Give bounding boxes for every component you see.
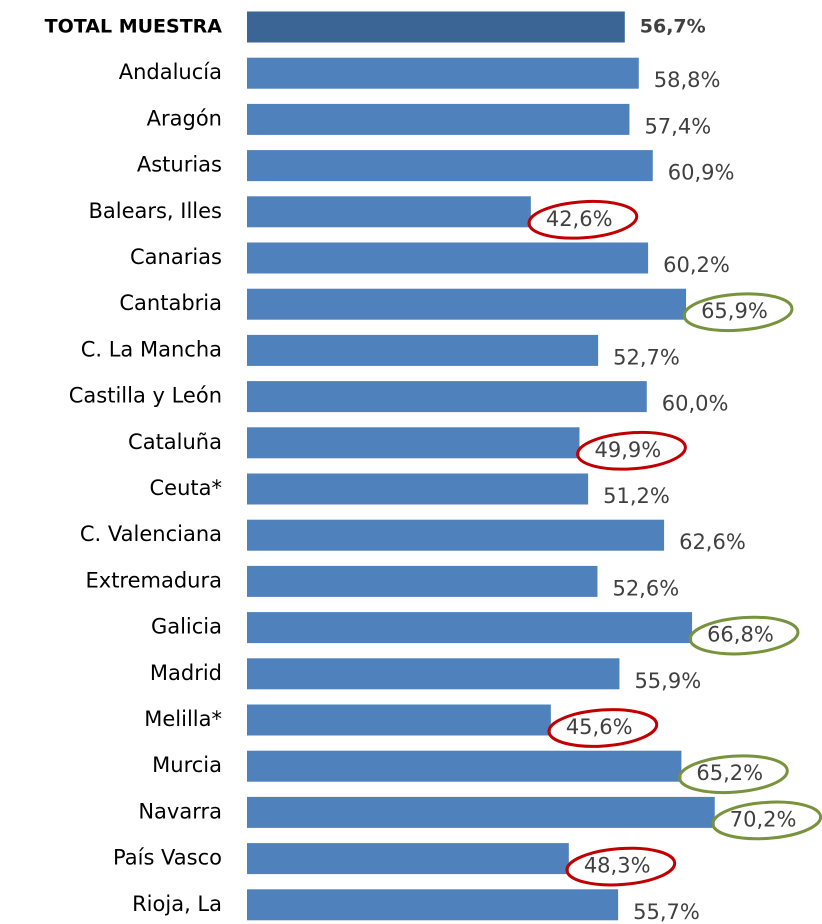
highlight-circle	[576, 430, 687, 471]
category-label: País Vasco	[113, 846, 222, 870]
value-label: 49,9%	[594, 438, 661, 462]
highlight-circle	[682, 292, 794, 333]
bar	[247, 288, 687, 320]
value-label: 60,2%	[663, 253, 730, 277]
value-label: 60,0%	[662, 392, 729, 416]
category-label: Andalucía	[119, 60, 222, 84]
category-label: Galicia	[151, 615, 222, 639]
category-label: Castilla y León	[69, 384, 222, 408]
category-label: TOTAL MUESTRA	[45, 16, 223, 38]
bar	[247, 658, 620, 690]
category-label: Cataluña	[128, 430, 222, 454]
category-label: C. Valenciana	[80, 522, 222, 546]
highlight-circle	[565, 846, 677, 887]
category-label: Cantabria	[119, 291, 222, 315]
bar	[247, 334, 599, 366]
highlight-circle	[527, 199, 639, 240]
category-label: Aragón	[147, 106, 222, 130]
value-label: 52,7%	[613, 345, 680, 369]
value-label: 57,4%	[644, 114, 711, 138]
bar	[247, 196, 531, 228]
bar	[247, 242, 649, 274]
category-label: Asturias	[137, 153, 222, 177]
category-label: Madrid	[150, 661, 222, 685]
bar	[247, 103, 630, 135]
bar	[247, 704, 551, 736]
value-label: 52,6%	[612, 576, 679, 600]
highlight-circle	[711, 800, 822, 841]
category-label: Balears, Illes	[88, 199, 222, 223]
value-label: 66,8%	[707, 623, 774, 647]
value-label: 48,3%	[584, 854, 651, 878]
bar	[247, 427, 580, 459]
value-label: 60,9%	[668, 161, 735, 185]
bar	[247, 57, 639, 89]
category-label: Rioja, La	[132, 892, 222, 916]
category-label: Melilla*	[144, 707, 222, 731]
value-label: 55,9%	[634, 669, 701, 693]
bar	[247, 381, 647, 413]
value-label: 65,2%	[696, 761, 763, 785]
bar	[247, 565, 598, 597]
value-label: 70,2%	[730, 807, 797, 831]
value-label: 58,8%	[654, 68, 721, 92]
value-label: 65,9%	[701, 299, 768, 323]
highlight-circle	[678, 754, 789, 795]
value-label: 55,7%	[633, 900, 700, 924]
bar	[247, 843, 569, 875]
category-label: Canarias	[130, 245, 222, 269]
bar	[247, 519, 665, 551]
value-label: 62,6%	[679, 530, 746, 554]
category-label: Murcia	[152, 753, 222, 777]
category-label: Ceuta*	[150, 476, 223, 500]
bar	[247, 796, 715, 828]
highlight-circle	[547, 708, 659, 748]
bar	[247, 612, 693, 644]
highlight-circle	[688, 615, 800, 656]
value-label: 56,7%	[640, 16, 706, 38]
category-label: Extremadura	[86, 568, 223, 592]
bar	[247, 889, 619, 921]
value-label: 51,2%	[603, 484, 670, 508]
category-label: Navarra	[138, 799, 222, 823]
bar	[247, 473, 589, 505]
value-label: 42,6%	[546, 207, 613, 231]
category-label: C. La Mancha	[81, 337, 222, 361]
bar	[247, 750, 682, 782]
bar	[247, 150, 653, 182]
value-label: 45,6%	[566, 715, 633, 739]
bar	[247, 11, 625, 43]
